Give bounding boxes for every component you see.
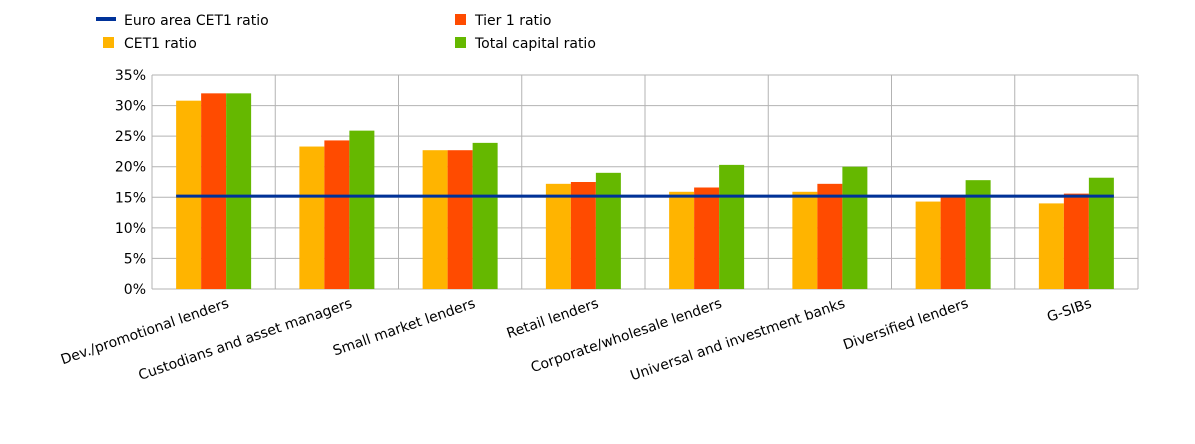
legend-label-tier1: Tier 1 ratio <box>474 13 551 29</box>
bar-tier-1-ratio <box>201 93 227 289</box>
y-tick-label: 15% <box>115 190 146 206</box>
bar-total-capital-ratio <box>349 130 375 289</box>
bar-tier-1-ratio <box>817 183 843 289</box>
category-label: Small market lenders <box>331 296 477 360</box>
category-label: G-SIBs <box>1045 296 1094 326</box>
bar-cet1-ratio <box>669 191 695 289</box>
bar-total-capital-ratio <box>965 180 991 289</box>
y-tick-label: 35% <box>115 68 146 84</box>
y-tick-label: 10% <box>115 221 146 237</box>
bar-cet1-ratio <box>422 150 448 289</box>
category-label: Custodians and asset managers <box>137 296 355 384</box>
y-tick-label: 30% <box>115 99 146 115</box>
legend: Euro area CET1 ratio CET1 ratio Tier 1 r… <box>96 13 596 52</box>
category-label: Universal and investment banks <box>628 296 847 385</box>
bar-cet1-ratio <box>299 146 325 289</box>
legend-item-cet1: CET1 ratio <box>103 36 197 52</box>
y-tick-label: 5% <box>124 251 146 267</box>
legend-swatch-euro-area-cet1 <box>96 17 116 21</box>
category-label: Diversified lenders <box>841 296 970 354</box>
bar-cet1-ratio <box>1038 203 1064 289</box>
legend-label-total-capital: Total capital ratio <box>474 36 596 52</box>
bar-total-capital-ratio <box>842 166 868 289</box>
bar-tier-1-ratio <box>324 140 350 289</box>
bar-tier-1-ratio <box>940 196 966 289</box>
legend-label-euro-area-cet1: Euro area CET1 ratio <box>124 13 269 29</box>
bar-tier-1-ratio <box>1063 193 1089 289</box>
bar-total-capital-ratio <box>719 164 745 289</box>
legend-swatch-total-capital <box>455 37 466 48</box>
bar-total-capital-ratio <box>472 142 498 289</box>
legend-item-total-capital: Total capital ratio <box>455 36 596 52</box>
bar-tier-1-ratio <box>694 187 720 289</box>
legend-item-euro-area-cet1: Euro area CET1 ratio <box>96 13 269 29</box>
y-tick-label: 25% <box>115 129 146 145</box>
bar-total-capital-ratio <box>1088 177 1114 289</box>
legend-item-tier1: Tier 1 ratio <box>455 13 551 29</box>
bar-total-capital-ratio <box>595 172 621 289</box>
bar-tier-1-ratio <box>447 150 473 289</box>
category-label: Retail lenders <box>505 296 601 342</box>
legend-label-cet1: CET1 ratio <box>124 36 197 52</box>
bar-total-capital-ratio <box>226 93 252 289</box>
bar-tier-1-ratio <box>570 182 596 289</box>
y-tick-label: 0% <box>124 282 146 298</box>
bar-cet1-ratio <box>915 201 941 289</box>
legend-swatch-tier1 <box>455 14 466 25</box>
bar-cet1-ratio <box>792 191 818 289</box>
bar-cet1-ratio <box>545 183 571 289</box>
y-axis-tick-labels: 0% 5% 10% 15% 20% 25% 30% 35% <box>115 68 146 298</box>
legend-swatch-cet1 <box>103 37 114 48</box>
y-tick-label: 20% <box>115 160 146 176</box>
